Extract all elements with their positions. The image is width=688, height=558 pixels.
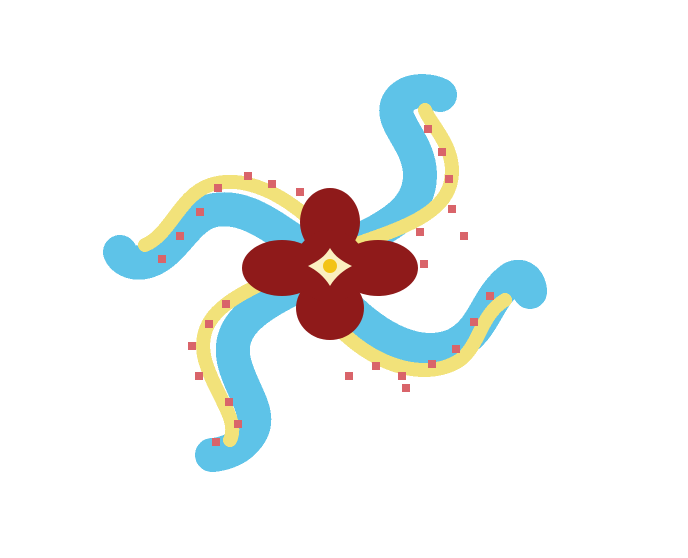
- tentacle-lower-right: [328, 259, 547, 392]
- tentacle-upper-left: [103, 172, 317, 280]
- flower: [242, 188, 418, 340]
- flower-pistil: [323, 259, 337, 273]
- flower-petals: [242, 188, 418, 340]
- tentacle-upper-right: [323, 74, 468, 268]
- tentacle-lower-left: [188, 273, 307, 472]
- suction-cups-upper-left: [158, 172, 304, 263]
- suction-cups-lower-left: [188, 300, 242, 446]
- suction-cups-lower-right: [345, 292, 494, 392]
- suction-cups-upper-right: [416, 125, 468, 268]
